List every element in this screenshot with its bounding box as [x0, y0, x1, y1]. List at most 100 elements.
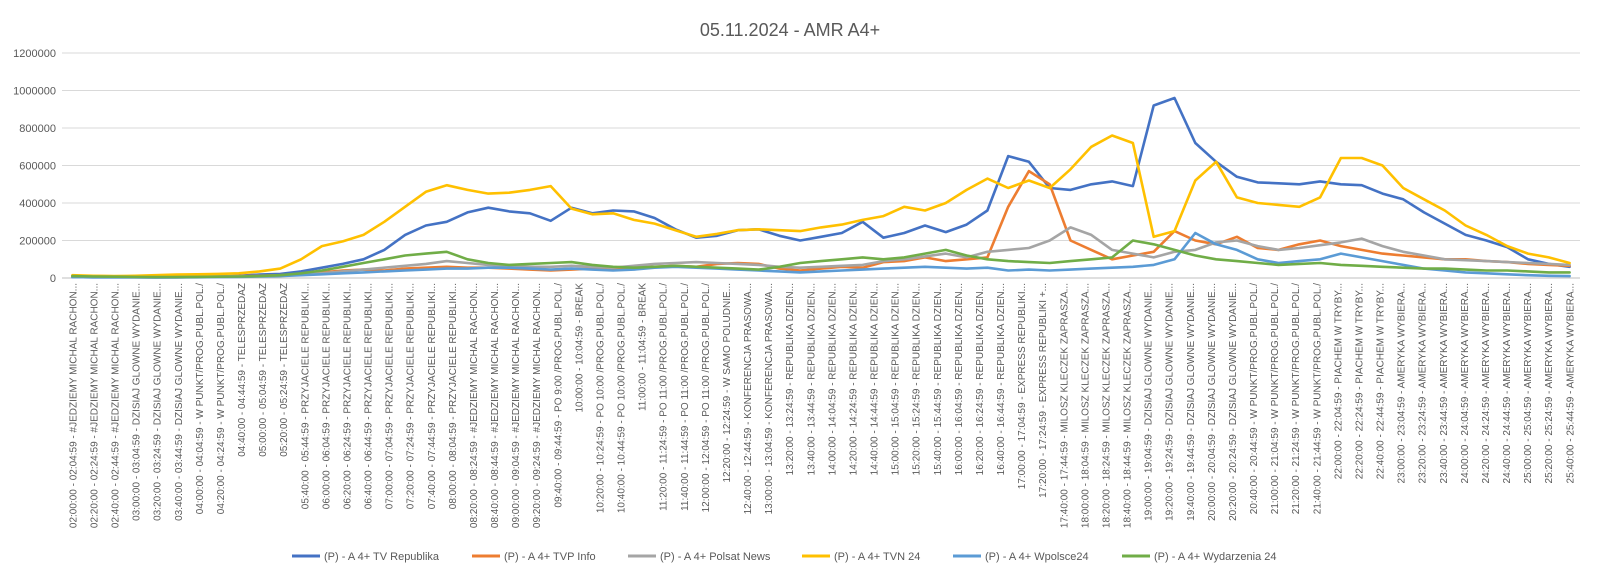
x-tick: 08:20:00 - 08:24:59 - #JEDZIEMY MICHAL R… — [469, 283, 480, 528]
x-tick: 07:20:00 - 07:24:59 - PRZYJACIELE REPUBL… — [406, 283, 417, 509]
x-tick-label: 21:00:00 - 21:04:59 - W PUNKT/PROG.PUBL.… — [1270, 283, 1281, 514]
x-axis: 02:00:00 - 02:04:59 - #JEDZIEMY MICHAL R… — [68, 283, 1576, 528]
x-tick: 13:20:00 - 13:24:59 - REPUBLIKA DZIEN... — [785, 283, 796, 475]
x-tick-label: 08:20:00 - 08:24:59 - #JEDZIEMY MICHAL R… — [469, 283, 480, 528]
x-tick: 15:20:00 - 15:24:59 - REPUBLIKA DZIEN... — [912, 283, 923, 475]
y-tick-label: 400000 — [19, 198, 56, 210]
x-tick-label: 02:00:00 - 02:04:59 - #JEDZIEMY MICHAL R… — [68, 283, 79, 528]
x-tick-label: 06:00:00 - 06:04:59 - PRZYJACIELE REPUBL… — [321, 283, 332, 509]
x-tick: 19:00:00 - 19:04:59 - DZISIAJ GLOWNE WYD… — [1144, 283, 1155, 521]
x-tick-label: 07:40:00 - 07:44:59 - PRZYJACIELE REPUBL… — [427, 283, 438, 509]
x-tick-label: 25:40:00 - 25:44:59 - AMERYKA WYBIERA... — [1565, 283, 1576, 483]
gridlines — [62, 52, 1580, 279]
legend-label-0: (P) - A 4+ TV Republika — [324, 551, 440, 563]
x-tick-label: 24:00:00 - 24:04:59 - AMERYKA WYBIERA... — [1460, 283, 1471, 483]
x-tick-label: 21:20:00 - 21:24:59 - W PUNKT/PROG.PUBL.… — [1291, 283, 1302, 514]
x-tick: 18:40:00 - 18:44:59 - MILOSZ KLECZEK ZAP… — [1123, 283, 1134, 528]
x-tick: 05:40:00 - 05:44:59 - PRZYJACIELE REPUBL… — [300, 283, 311, 509]
x-tick: 20:00:00 - 20:04:59 - DZISIAJ GLOWNE WYD… — [1207, 283, 1218, 521]
series-lines — [71, 96, 1571, 279]
x-tick-label: 16:40:00 - 16:44:59 - REPUBLIKA DZIEN... — [996, 283, 1007, 475]
legend-label-1: (P) - A 4+ TVP Info — [504, 551, 596, 563]
y-tick-label: 200000 — [19, 236, 56, 248]
x-tick-label: 05:20:00 - 05:24:59 - TELESPRZEDAZ — [279, 283, 290, 457]
x-tick: 13:40:00 - 13:44:59 - REPUBLIKA DZIEN... — [806, 283, 817, 475]
x-tick-label: 03:40:00 - 03:44:59 - DZISIAJ GLOWNE WYD… — [174, 283, 185, 521]
x-tick: 21:00:00 - 21:04:59 - W PUNKT/PROG.PUBL.… — [1270, 283, 1281, 514]
x-tick: 02:20:00 - 02:24:59 - #JEDZIEMY MICHAL R… — [89, 283, 100, 528]
x-tick-label: 08:40:00 - 08:44:59 - #JEDZIEMY MICHAL R… — [490, 283, 501, 528]
x-tick: 18:00:00 - 18:04:59 - MILOSZ KLECZEK ZAP… — [1080, 283, 1091, 528]
x-tick: 22:40:00 - 22:44:59 - PIACHEM W TRYBY... — [1376, 283, 1387, 479]
x-tick: 19:20:00 - 19:24:59 - DZISIAJ GLOWNE WYD… — [1165, 283, 1176, 521]
x-tick: 19:40:00 - 19:44:59 - DZISIAJ GLOWNE WYD… — [1186, 283, 1197, 521]
series-line-3 — [71, 134, 1571, 278]
legend-label-3: (P) - A 4+ TVN 24 — [834, 551, 920, 563]
x-tick: 20:20:00 - 20:24:59 - DZISIAJ GLOWNE WYD… — [1228, 283, 1239, 521]
x-tick-label: 12:40:00 - 12:44:59 - KONFERENCJA PRASOW… — [743, 283, 754, 514]
x-tick: 07:00:00 - 07:04:59 - PRZYJACIELE REPUBL… — [385, 283, 396, 509]
x-tick: 09:20:00 - 09:24:59 - #JEDZIEMY MICHAL R… — [532, 283, 543, 528]
x-tick-label: 20:40:00 - 20:44:59 - W PUNKT/PROG.PUBL.… — [1249, 283, 1260, 514]
x-tick-label: 10:20:00 - 10:24:59 - PO 10:00 /PROG.PUB… — [595, 283, 606, 513]
y-tick-label: 0 — [50, 273, 56, 285]
x-tick-label: 20:00:00 - 20:04:59 - DZISIAJ GLOWNE WYD… — [1207, 283, 1218, 521]
x-tick: 04:40:00 - 04:44:59 - TELESPRZEDAZ — [237, 283, 248, 457]
x-tick-label: 13:20:00 - 13:24:59 - REPUBLIKA DZIEN... — [785, 283, 796, 475]
x-tick: 03:00:00 - 03:04:59 - DZISIAJ GLOWNE WYD… — [132, 283, 143, 521]
x-tick-label: 18:40:00 - 18:44:59 - MILOSZ KLECZEK ZAP… — [1123, 283, 1134, 528]
x-tick: 08:00:00 - 08:04:59 - PRZYJACIELE REPUBL… — [448, 283, 459, 509]
x-tick: 05:00:00 - 05:04:59 - TELESPRZEDAZ — [258, 283, 269, 457]
x-tick-label: 17:00:00 - 17:04:59 - EXPRESS REPUBLIKI.… — [1017, 283, 1028, 489]
x-tick-label: 18:20:00 - 18:24:59 - MILOSZ KLECZEK ZAP… — [1101, 283, 1112, 528]
x-tick: 24:00:00 - 24:04:59 - AMERYKA WYBIERA... — [1460, 283, 1471, 483]
x-tick: 16:20:00 - 16:24:59 - REPUBLIKA DZIEN... — [975, 283, 986, 475]
x-tick: 06:00:00 - 06:04:59 - PRZYJACIELE REPUBL… — [321, 283, 332, 509]
x-tick: 11:40:00 - 11:44:59 - PO 11:00 /PROG.PUB… — [680, 283, 691, 511]
x-tick-label: 18:00:00 - 18:04:59 - MILOSZ KLECZEK ZAP… — [1080, 283, 1091, 528]
x-tick: 23:40:00 - 23:44:59 - AMERYKA WYBIERA... — [1439, 283, 1450, 483]
legend-label-4: (P) - A 4+ Wpolsce24 — [985, 551, 1089, 563]
x-tick-label: 19:00:00 - 19:04:59 - DZISIAJ GLOWNE WYD… — [1144, 283, 1155, 521]
x-tick: 11:20:00 - 11:24:59 - PO 11:00 /PROG.PUB… — [659, 283, 670, 511]
x-tick: 08:40:00 - 08:44:59 - #JEDZIEMY MICHAL R… — [490, 283, 501, 528]
x-tick: 03:20:00 - 03:24:59 - DZISIAJ GLOWNE WYD… — [153, 283, 164, 521]
x-tick: 16:00:00 - 16:04:59 - REPUBLIKA DZIEN... — [954, 283, 965, 475]
y-axis: 0 200000 400000 600000 800000 1000000 1200000 — [13, 48, 56, 285]
x-tick: 18:20:00 - 18:24:59 - MILOSZ KLECZEK ZAP… — [1101, 283, 1112, 528]
x-tick: 02:00:00 - 02:04:59 - #JEDZIEMY MICHAL R… — [68, 283, 79, 528]
y-tick-label: 1000000 — [13, 86, 56, 98]
legend: (P) - A 4+ TV Republika (P) - A 4+ TVP In… — [292, 551, 1277, 563]
x-tick-label: 04:40:00 - 04:44:59 - TELESPRZEDAZ — [237, 283, 248, 457]
x-tick: 14:20:00 - 14:24:59 - REPUBLIKA DZIEN... — [848, 283, 859, 475]
x-tick-label: 12:00:00 - 12:04:59 - PO 11:00 /PROG.PUB… — [701, 283, 712, 513]
x-tick-label: 03:20:00 - 03:24:59 - DZISIAJ GLOWNE WYD… — [153, 283, 164, 521]
legend-label-5: (P) - A 4+ Wydarzenia 24 — [1154, 551, 1277, 563]
y-tick-label: 1200000 — [13, 48, 56, 60]
x-tick: 12:20:00 - 12:24:59 - W SAMO POLUDNIE... — [722, 283, 733, 483]
x-tick: 15:40:00 - 15:44:59 - REPUBLIKA DZIEN... — [933, 283, 944, 475]
x-tick-label: 15:20:00 - 15:24:59 - REPUBLIKA DZIEN... — [912, 283, 923, 475]
x-tick: 22:20:00 - 22:24:59 - PIACHEM W TRYBY... — [1354, 283, 1365, 479]
x-tick: 07:40:00 - 07:44:59 - PRZYJACIELE REPUBL… — [427, 283, 438, 509]
x-tick-label: 19:20:00 - 19:24:59 - DZISIAJ GLOWNE WYD… — [1165, 283, 1176, 521]
x-tick-label: 23:00:00 - 23:04:59 - AMERYKA WYBIERA... — [1397, 283, 1408, 483]
x-tick: 10:20:00 - 10:24:59 - PO 10:00 /PROG.PUB… — [595, 283, 606, 513]
x-tick-label: 17:20:00 - 17:24:59 - EXPRESS REPUBLIKI … — [1038, 283, 1049, 498]
x-tick-label: 02:40:00 - 02:44:59 - #JEDZIEMY MICHAL R… — [111, 283, 122, 528]
x-tick: 17:40:00 - 17:44:59 - MILOSZ KLECZEK ZAP… — [1059, 283, 1070, 528]
x-tick: 06:20:00 - 06:24:59 - PRZYJACIELE REPUBL… — [342, 283, 353, 509]
x-tick: 21:40:00 - 21:44:59 - W PUNKT/PROG.PUBL.… — [1312, 283, 1323, 514]
x-tick: 17:00:00 - 17:04:59 - EXPRESS REPUBLIKI.… — [1017, 283, 1028, 489]
x-tick: 17:20:00 - 17:24:59 - EXPRESS REPUBLIKI … — [1038, 283, 1049, 498]
x-tick: 05:20:00 - 05:24:59 - TELESPRZEDAZ — [279, 283, 290, 457]
x-tick-label: 16:00:00 - 16:04:59 - REPUBLIKA DZIEN... — [954, 283, 965, 475]
x-tick: 14:40:00 - 14:44:59 - REPUBLIKA DZIEN... — [870, 283, 881, 475]
x-tick-label: 06:20:00 - 06:24:59 - PRZYJACIELE REPUBL… — [342, 283, 353, 509]
x-tick-label: 22:20:00 - 22:24:59 - PIACHEM W TRYBY... — [1354, 283, 1365, 479]
x-tick: 23:20:00 - 23:24:59 - AMERYKA WYBIERA... — [1418, 283, 1429, 483]
x-tick: 25:40:00 - 25:44:59 - AMERYKA WYBIERA... — [1565, 283, 1576, 483]
y-tick-label: 600000 — [19, 161, 56, 173]
